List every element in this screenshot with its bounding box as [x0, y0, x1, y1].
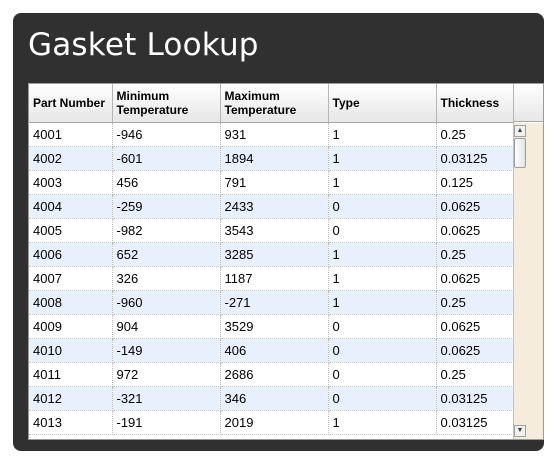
cell-type[interactable]: 1 [328, 266, 437, 291]
cell-minimum-temperature[interactable]: -191 [112, 410, 221, 435]
cell-thickness[interactable]: 0.0625 [436, 338, 514, 363]
table-row[interactable]: 4008 -960 -271 1 0.25 [29, 290, 514, 315]
cell-maximum-temperature[interactable]: 791 [220, 170, 329, 195]
cell-type[interactable]: 0 [328, 194, 437, 219]
cell-part-number[interactable]: 4005 [29, 218, 113, 243]
cell-thickness[interactable]: 0.0625 [436, 314, 514, 339]
cell-type[interactable]: 1 [328, 170, 437, 195]
arrow-up-icon[interactable]: ▲ [514, 125, 526, 137]
scrollbar-side-fill [527, 123, 543, 439]
cell-minimum-temperature[interactable]: 972 [112, 362, 221, 387]
cell-maximum-temperature[interactable]: 406 [220, 338, 329, 363]
cell-thickness[interactable]: 0.125 [436, 170, 514, 195]
cell-minimum-temperature[interactable]: 326 [112, 266, 221, 291]
cell-type[interactable]: 0 [328, 338, 437, 363]
cell-minimum-temperature[interactable]: 904 [112, 314, 221, 339]
scrollbar-track[interactable] [513, 123, 527, 439]
table-body: 4001 -946 931 1 0.25 4002 -601 1894 1 0.03125 4003… [29, 122, 514, 435]
cell-maximum-temperature[interactable]: 3543 [220, 218, 329, 243]
column-header-minimum-temperature[interactable]: Minimum Temperature [112, 84, 221, 123]
table-row[interactable]: 4010 -149 406 0 0.0625 [29, 338, 514, 363]
header-row: Part Number Minimum Temperature Maximum … [29, 84, 514, 123]
cell-type[interactable]: 1 [328, 242, 437, 267]
table-row[interactable]: 4004 -259 2433 0 0.0625 [29, 194, 514, 219]
cell-thickness[interactable]: 0.03125 [436, 386, 514, 411]
cell-part-number[interactable]: 4001 [29, 122, 113, 147]
table-row[interactable]: 4003 456 791 1 0.125 [29, 170, 514, 195]
cell-maximum-temperature[interactable]: 3285 [220, 242, 329, 267]
cell-maximum-temperature[interactable]: 2433 [220, 194, 329, 219]
table-row[interactable]: 4009 904 3529 0 0.0625 [29, 314, 514, 339]
cell-thickness[interactable]: 0.0625 [436, 194, 514, 219]
cell-minimum-temperature[interactable]: 652 [112, 242, 221, 267]
cell-maximum-temperature[interactable]: 931 [220, 122, 329, 147]
scrollbar-header-corner [513, 84, 543, 122]
cell-minimum-temperature[interactable]: -149 [112, 338, 221, 363]
cell-thickness[interactable]: 0.0625 [436, 266, 514, 291]
cell-part-number[interactable]: 4003 [29, 170, 113, 195]
cell-type[interactable]: 1 [328, 410, 437, 435]
cell-minimum-temperature[interactable]: 456 [112, 170, 221, 195]
cell-part-number[interactable]: 4004 [29, 194, 113, 219]
cell-part-number[interactable]: 4012 [29, 386, 113, 411]
cell-maximum-temperature[interactable]: 2686 [220, 362, 329, 387]
cell-part-number[interactable]: 4002 [29, 146, 113, 171]
cell-type[interactable]: 0 [328, 314, 437, 339]
column-header-type[interactable]: Type [328, 84, 437, 123]
cell-part-number[interactable]: 4007 [29, 266, 113, 291]
table-row[interactable]: 4011 972 2686 0 0.25 [29, 362, 514, 387]
cell-type[interactable]: 1 [328, 122, 437, 147]
scrollbar-thumb[interactable] [514, 138, 526, 168]
cell-type[interactable]: 1 [328, 290, 437, 315]
table-row[interactable]: 4002 -601 1894 1 0.03125 [29, 146, 514, 171]
cell-maximum-temperature[interactable]: 3529 [220, 314, 329, 339]
cell-type[interactable]: 1 [328, 146, 437, 171]
column-header-part-number[interactable]: Part Number [29, 84, 113, 123]
vertical-scrollbar[interactable]: ▲ ▼ [513, 84, 543, 439]
table-row[interactable]: 4006 652 3285 1 0.25 [29, 242, 514, 267]
cell-thickness[interactable]: 0.03125 [436, 146, 514, 171]
cell-type[interactable]: 0 [328, 362, 437, 387]
cell-part-number[interactable]: 4006 [29, 242, 113, 267]
cell-maximum-temperature[interactable]: -271 [220, 290, 329, 315]
table-row[interactable]: 4012 -321 346 0 0.03125 [29, 386, 514, 411]
cell-thickness[interactable]: 0.25 [436, 122, 514, 147]
cell-minimum-temperature[interactable]: -982 [112, 218, 221, 243]
cell-maximum-temperature[interactable]: 1894 [220, 146, 329, 171]
cell-thickness[interactable]: 0.25 [436, 362, 514, 387]
cell-thickness[interactable]: 0.25 [436, 242, 514, 267]
gasket-table: Part Number Minimum Temperature Maximum … [29, 84, 514, 435]
cell-maximum-temperature[interactable]: 1187 [220, 266, 329, 291]
table-row[interactable]: 4013 -191 2019 1 0.03125 [29, 410, 514, 435]
cell-thickness[interactable]: 0.25 [436, 290, 514, 315]
cell-type[interactable]: 0 [328, 386, 437, 411]
column-header-thickness[interactable]: Thickness [436, 84, 514, 123]
cell-part-number[interactable]: 4009 [29, 314, 113, 339]
arrow-down-icon[interactable]: ▼ [514, 425, 526, 437]
cell-minimum-temperature[interactable]: -960 [112, 290, 221, 315]
cell-minimum-temperature[interactable]: -321 [112, 386, 221, 411]
cell-minimum-temperature[interactable]: -946 [112, 122, 221, 147]
cell-thickness[interactable]: 0.0625 [436, 218, 514, 243]
cell-minimum-temperature[interactable]: -601 [112, 146, 221, 171]
table-row[interactable]: 4007 326 1187 1 0.0625 [29, 266, 514, 291]
cell-minimum-temperature[interactable]: -259 [112, 194, 221, 219]
gasket-lookup-panel: Gasket Lookup Part Number Minimum Temper… [13, 13, 544, 451]
cell-part-number[interactable]: 4008 [29, 290, 113, 315]
cell-maximum-temperature[interactable]: 2019 [220, 410, 329, 435]
cell-maximum-temperature[interactable]: 346 [220, 386, 329, 411]
cell-part-number[interactable]: 4010 [29, 338, 113, 363]
page-title: Gasket Lookup [28, 27, 259, 63]
table-row[interactable]: 4005 -982 3543 0 0.0625 [29, 218, 514, 243]
table-row[interactable]: 4001 -946 931 1 0.25 [29, 122, 514, 147]
cell-part-number[interactable]: 4011 [29, 362, 113, 387]
cell-type[interactable]: 0 [328, 218, 437, 243]
gasket-grid[interactable]: Part Number Minimum Temperature Maximum … [28, 83, 544, 440]
cell-part-number[interactable]: 4013 [29, 410, 113, 435]
column-header-maximum-temperature[interactable]: Maximum Temperature [220, 84, 329, 123]
cell-thickness[interactable]: 0.03125 [436, 410, 514, 435]
